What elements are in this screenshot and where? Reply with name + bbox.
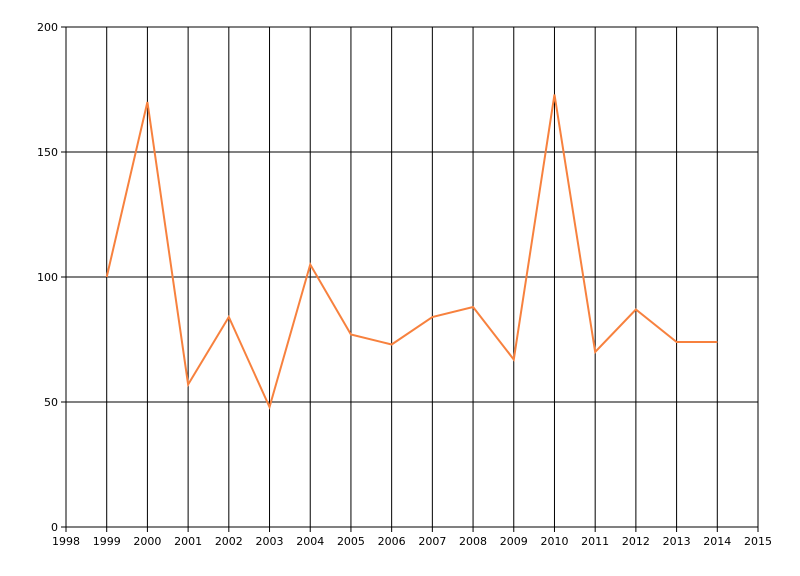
x-tick-label: 2004 — [296, 535, 324, 548]
x-tick-label: 2014 — [703, 535, 731, 548]
line-series — [105, 94, 718, 410]
x-tick-label: 2001 — [174, 535, 202, 548]
x-tick-label: 1998 — [52, 535, 80, 548]
x-tick-label: 2007 — [418, 535, 446, 548]
x-tick-label: 2003 — [256, 535, 284, 548]
x-tick-label: 2012 — [622, 535, 650, 548]
x-tick-label: 2008 — [459, 535, 487, 548]
x-tick-label: 2006 — [378, 535, 406, 548]
x-tick-label: 2005 — [337, 535, 365, 548]
x-tick-label: 2009 — [500, 535, 528, 548]
y-tick-label: 200 — [37, 21, 58, 34]
y-tick-label: 0 — [51, 521, 58, 534]
x-tick-label: 2010 — [540, 535, 568, 548]
x-tick-label: 2002 — [215, 535, 243, 548]
x-tick-label: 1999 — [93, 535, 121, 548]
x-tick-label: 2000 — [133, 535, 161, 548]
y-tick-label: 100 — [37, 271, 58, 284]
x-tick-label: 2013 — [663, 535, 691, 548]
x-tick-label: 2011 — [581, 535, 609, 548]
x-tick-label: 2015 — [744, 535, 772, 548]
y-tick-label: 50 — [44, 396, 58, 409]
y-tick-label: 150 — [37, 146, 58, 159]
